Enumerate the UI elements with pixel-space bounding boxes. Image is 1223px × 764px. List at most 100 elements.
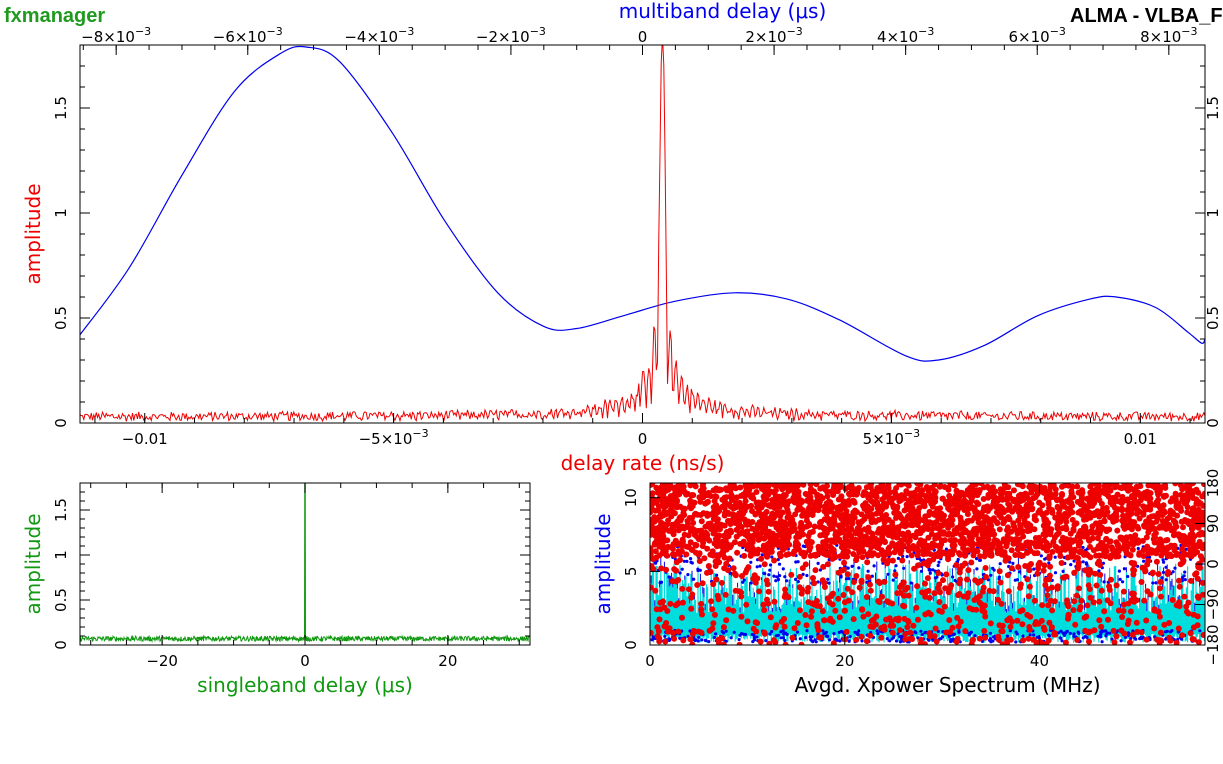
phase-point [833,487,840,494]
amplitude-point [1039,554,1043,558]
phase-point [798,497,805,504]
amplitude-point [928,568,932,572]
phase-point [695,628,702,635]
phase-point [861,489,868,496]
phase-point [873,494,880,501]
phase-point [667,600,674,607]
sp-right-tick-label: 180 [1204,469,1222,498]
phase-point [659,550,666,557]
phase-point [1096,617,1103,624]
phase-point [664,628,671,635]
phase-point [1127,608,1134,615]
amplitude-point [850,564,854,569]
amplitude-point [1035,635,1039,639]
phase-point [915,562,921,569]
phase-point [789,516,796,523]
phase-point [1031,516,1038,523]
phase-point [1185,599,1192,606]
phase-point [1091,627,1098,634]
phase-point [1040,567,1047,574]
phase-point [899,530,906,537]
phase-point [883,549,889,556]
phase-point [782,641,789,645]
phase-point [741,552,748,559]
phase-point [996,568,1003,575]
phase-point [681,542,687,549]
phase-point [1170,532,1177,539]
phase-point [696,558,703,565]
phase-point [1123,548,1130,555]
phase-point [1145,557,1152,564]
phase-point [679,599,686,606]
amplitude-point [919,629,923,633]
phase-point [969,483,976,488]
phase-point [1042,518,1049,525]
phase-point [772,487,779,494]
phase-point [673,484,679,491]
phase-point [1040,624,1047,631]
phase-point [945,524,952,531]
phase-point [983,540,989,547]
amplitude-point [1126,631,1131,635]
amplitude-point [769,563,773,567]
phase-point [715,596,722,603]
phase-point [684,523,691,529]
amplitude-point [1099,630,1103,634]
phase-point [1070,607,1077,614]
phase-point [753,489,760,495]
phase-point [764,548,770,555]
phase-point [797,607,803,614]
phase-point [731,539,738,546]
phase-point [1163,525,1170,532]
phase-point [730,607,737,614]
phase-point [997,511,1004,518]
phase-point [905,619,912,625]
phase-point [657,484,664,491]
phase-point [937,589,943,596]
amplitude-point [680,567,684,571]
phase-point [1076,606,1083,613]
phase-point [742,498,749,505]
phase-point [953,638,960,645]
phase-point [874,499,881,506]
phase-point [1110,627,1117,634]
phase-point [1090,492,1097,499]
amplitude-point [772,574,776,578]
phase-point [1156,613,1163,620]
phase-point [849,486,856,493]
phase-point [693,549,699,556]
phase-point [1111,639,1118,645]
phase-point [868,498,875,505]
phase-point [757,638,764,645]
phase-point [940,549,947,556]
phase-point [974,541,981,548]
phase-point [1087,554,1094,561]
amplitude-point [1161,570,1165,575]
phase-point [922,525,929,532]
amplitude-point [1069,563,1073,567]
amplitude-point [975,567,979,571]
phase-point [881,517,888,524]
amplitude-point [1014,640,1018,644]
phase-point [921,641,928,645]
phase-point [945,589,952,596]
phase-point [865,611,872,618]
phase-point [832,607,839,614]
phase-point [722,510,728,516]
phase-point [987,620,994,627]
phase-point [673,504,680,511]
phase-point [722,502,729,508]
phase-point [671,635,678,642]
phase-point [821,486,828,493]
phase-point [813,483,820,488]
phase-point [853,573,860,579]
phase-point [886,615,893,622]
phase-point [797,523,804,530]
amplitude-point [1129,636,1133,641]
phase-point [1178,518,1185,525]
amplitude-point [956,557,960,562]
amplitude-point [896,556,901,561]
phase-point [1069,509,1076,516]
phase-point [736,520,743,526]
main-top-tick-label: 8×10−3 [1140,25,1197,46]
